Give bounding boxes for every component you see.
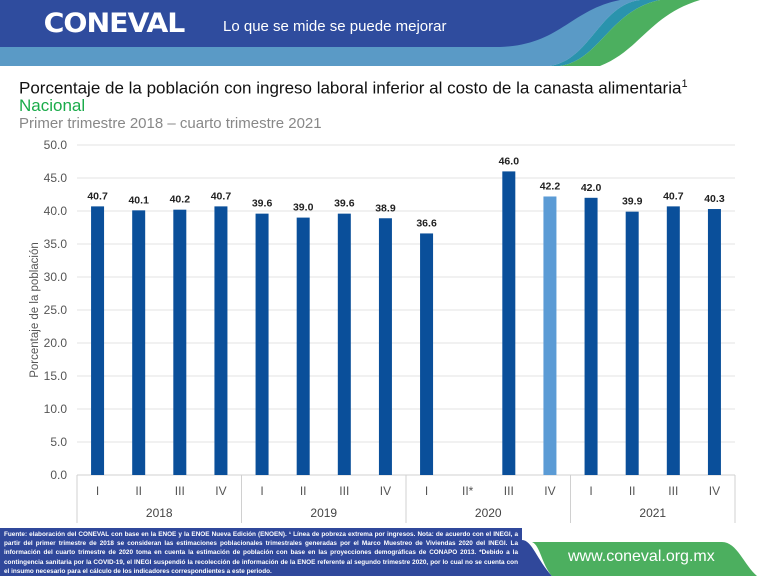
data-label: 42.0 bbox=[581, 182, 602, 194]
bar bbox=[420, 233, 434, 475]
quarter-label: III bbox=[339, 484, 349, 498]
y-tick-label: 10.0 bbox=[44, 402, 68, 416]
year-label: 2019 bbox=[310, 506, 337, 520]
quarter-label: I bbox=[260, 484, 263, 498]
y-tick-label: 45.0 bbox=[44, 171, 68, 185]
data-label: 40.7 bbox=[663, 190, 684, 202]
quarter-label: III bbox=[668, 484, 678, 498]
quarter-label: IV bbox=[380, 484, 391, 498]
website-link[interactable]: www.coneval.org.mx bbox=[568, 548, 715, 565]
quarter-label: I bbox=[96, 484, 99, 498]
bar bbox=[543, 196, 557, 475]
bar bbox=[173, 209, 187, 475]
y-tick-label: 5.0 bbox=[50, 435, 67, 449]
data-label: 40.7 bbox=[211, 190, 232, 202]
year-label: 2021 bbox=[639, 506, 666, 520]
bar bbox=[91, 206, 105, 475]
y-tick-label: 0.0 bbox=[50, 468, 67, 482]
bar bbox=[625, 211, 639, 475]
quarter-label: I bbox=[425, 484, 428, 498]
title-text: Porcentaje de la población con ingreso l… bbox=[19, 78, 682, 98]
chart-title: Porcentaje de la población con ingreso l… bbox=[19, 78, 688, 99]
quarter-label: II* bbox=[462, 484, 474, 498]
year-label: 2020 bbox=[475, 506, 502, 520]
data-label: 40.3 bbox=[704, 193, 725, 205]
quarter-label: II bbox=[629, 484, 636, 498]
y-tick-label: 40.0 bbox=[44, 204, 68, 218]
chart-subtitle: Nacional bbox=[19, 96, 86, 115]
bar bbox=[584, 197, 598, 476]
y-tick-label: 50.0 bbox=[44, 138, 68, 152]
quarter-label: II bbox=[135, 484, 142, 498]
title-footnote-mark: 1 bbox=[681, 78, 688, 90]
quarter-label: IV bbox=[709, 484, 720, 498]
header-banner bbox=[0, 0, 760, 66]
footer-note: Fuente: elaboración del CONEVAL con base… bbox=[0, 528, 522, 576]
data-label: 40.2 bbox=[170, 194, 191, 206]
coneval-logo: CONEVAL bbox=[43, 8, 186, 39]
bar bbox=[378, 218, 392, 475]
bar-chart: 0.0 5.0 10.0 15.0 20.0 25.0 30.0 35.0 40.0 45.0 50… bbox=[29, 138, 736, 523]
y-axis-label: Porcentaje de la población bbox=[29, 242, 41, 378]
bar bbox=[666, 206, 680, 475]
quarter-label: I bbox=[589, 484, 592, 498]
data-label: 39.6 bbox=[252, 198, 273, 210]
data-label: 39.6 bbox=[334, 198, 355, 210]
bar bbox=[337, 213, 351, 475]
y-tick-label: 20.0 bbox=[44, 336, 68, 350]
bar bbox=[132, 210, 146, 475]
bar bbox=[296, 217, 310, 475]
quarter-label: IV bbox=[544, 484, 555, 498]
bar bbox=[502, 171, 516, 475]
data-label: 39.0 bbox=[293, 202, 314, 214]
data-label: 42.2 bbox=[540, 180, 561, 192]
year-label: 2018 bbox=[146, 506, 173, 520]
bar bbox=[707, 209, 721, 475]
data-label: 38.9 bbox=[375, 202, 396, 214]
bar bbox=[255, 213, 269, 475]
data-label: 46.0 bbox=[499, 155, 520, 167]
bar bbox=[214, 206, 228, 475]
quarter-label: III bbox=[504, 484, 514, 498]
y-tick-label: 30.0 bbox=[44, 270, 68, 284]
y-tick-label: 25.0 bbox=[44, 303, 68, 317]
data-label: 40.1 bbox=[128, 194, 149, 206]
quarter-label: IV bbox=[215, 484, 226, 498]
y-tick-label: 15.0 bbox=[44, 369, 68, 383]
y-tick-label: 35.0 bbox=[44, 237, 68, 251]
data-label: 36.6 bbox=[416, 217, 437, 229]
quarter-label: III bbox=[175, 484, 185, 498]
data-label: 39.9 bbox=[622, 196, 643, 208]
slogan: Lo que se mide se puede mejorar bbox=[223, 18, 447, 35]
quarter-label: II bbox=[300, 484, 307, 498]
chart-period: Primer trimestre 2018 – cuarto trimestre… bbox=[19, 115, 322, 132]
footer-banner bbox=[522, 540, 757, 576]
data-label: 40.7 bbox=[87, 190, 108, 202]
